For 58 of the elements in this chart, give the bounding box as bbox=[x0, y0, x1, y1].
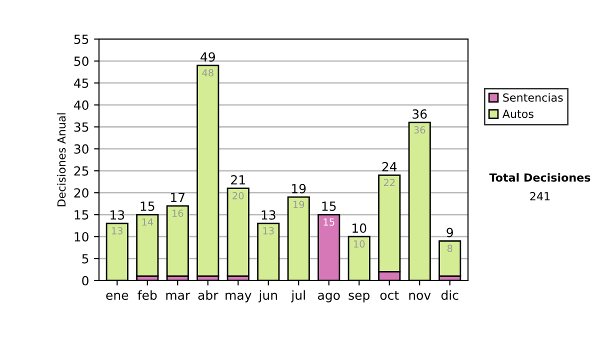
total-label: 13 bbox=[110, 210, 124, 220]
x-tick-label: ene bbox=[106, 292, 128, 300]
y-tick-label: 55 bbox=[74, 34, 88, 44]
data-label: 48 bbox=[202, 69, 214, 76]
data-label: 15 bbox=[324, 218, 334, 226]
total-label: 15 bbox=[322, 202, 336, 211]
y-tick-label: 25 bbox=[74, 166, 88, 176]
y-tick-label: 15 bbox=[74, 210, 88, 220]
data-label: 19 bbox=[294, 200, 304, 208]
total-label: 17 bbox=[171, 192, 185, 202]
data-label: 10 bbox=[354, 240, 365, 248]
legend-label: Autos bbox=[502, 110, 534, 118]
data-label: 20 bbox=[232, 192, 244, 200]
total-label: 24 bbox=[382, 162, 397, 172]
x-tick-label: abr bbox=[198, 290, 218, 300]
data-label: 16 bbox=[172, 210, 184, 217]
x-tick-label: mar bbox=[166, 292, 190, 300]
y-tick-label: 45 bbox=[74, 78, 88, 88]
total-label: 13 bbox=[262, 210, 276, 220]
total-label: 10 bbox=[352, 223, 366, 233]
bar bbox=[226, 188, 250, 277]
x-tick-label: may bbox=[226, 292, 252, 302]
text: 241 bbox=[530, 192, 550, 200]
x-tick-label: nov bbox=[409, 292, 431, 300]
total-label: 49 bbox=[200, 52, 215, 62]
x-tick-label: ago bbox=[318, 292, 340, 302]
y-tick-label: 30 bbox=[74, 144, 88, 154]
y-tick-label: 5 bbox=[82, 254, 88, 264]
y-tick-label: 50 bbox=[74, 56, 88, 66]
y-tick-label: 20 bbox=[74, 188, 88, 198]
x-tick-label: oct bbox=[380, 290, 399, 300]
x-tick-label: jul bbox=[290, 290, 305, 302]
y-tick-label: 10 bbox=[74, 232, 88, 242]
total-label: 19 bbox=[292, 184, 306, 194]
bar bbox=[136, 214, 159, 277]
bar bbox=[196, 64, 220, 277]
data-label: 13 bbox=[112, 227, 123, 234]
data-label: 14 bbox=[142, 218, 154, 226]
total-label: 15 bbox=[140, 202, 154, 211]
legend-label: Sentencias bbox=[503, 93, 563, 102]
y-tick-label: 40 bbox=[74, 100, 88, 110]
total-label: 21 bbox=[231, 175, 245, 184]
data-label: 13 bbox=[263, 227, 274, 234]
total-label: 9 bbox=[446, 228, 453, 238]
total-label: 36 bbox=[412, 109, 427, 119]
text: Total Decisiones bbox=[489, 173, 590, 182]
x-tick-label: dic bbox=[441, 290, 458, 300]
y-axis-title: Decisiones Anual bbox=[57, 113, 66, 206]
x-tick-label: jun bbox=[258, 290, 277, 302]
y-tick-label: 0 bbox=[82, 276, 88, 286]
data-label: 22 bbox=[384, 178, 395, 186]
bar bbox=[438, 240, 462, 277]
data-label: 36 bbox=[414, 126, 426, 134]
x-tick-label: feb bbox=[138, 290, 157, 300]
data-label: 8 bbox=[447, 244, 452, 252]
x-tick-label: sep bbox=[348, 292, 370, 302]
y-tick-label: 35 bbox=[74, 122, 88, 132]
bar bbox=[166, 205, 189, 277]
